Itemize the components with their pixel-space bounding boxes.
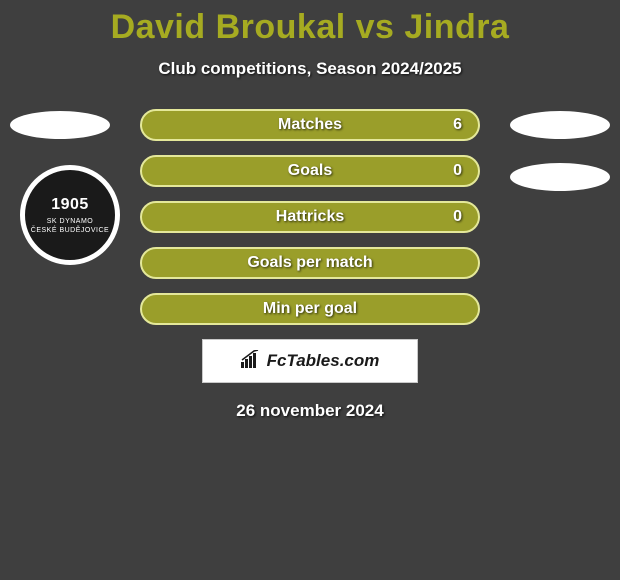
infographic-container: David Broukal vs Jindra Club competition… [0,0,620,580]
subtitle: Club competitions, Season 2024/2025 [0,59,620,79]
brand-text: FcTables.com [267,351,380,371]
club-logo-year: 1905 [31,195,109,214]
chart-icon [241,350,263,373]
stat-bar: Matches 6 [140,109,480,141]
stat-bar-label: Min per goal [263,300,357,318]
stat-bar-value: 0 [453,208,462,226]
brand-box: FcTables.com [202,339,418,383]
stat-bar-label: Goals [288,162,332,180]
stat-bar: Hattricks 0 [140,201,480,233]
left-player-oval [10,111,110,139]
date-text: 26 november 2024 [0,401,620,421]
club-logo-text: 1905 SK DYNAMO ČESKÉ BUDĚJOVICE [27,191,113,239]
club-logo-top: SK DYNAMO [47,218,94,225]
stat-bar-value: 0 [453,162,462,180]
stat-bar-label: Matches [278,116,342,134]
club-logo-bottom: ČESKÉ BUDĚJOVICE [31,227,109,234]
club-logo: 1905 SK DYNAMO ČESKÉ BUDĚJOVICE [20,165,120,265]
stat-bar: Goals per match [140,247,480,279]
page-title: David Broukal vs Jindra [0,0,620,47]
stat-bar-value: 6 [453,116,462,134]
stat-bar-label: Hattricks [276,208,344,226]
stat-bar: Goals 0 [140,155,480,187]
middle-section: 1905 SK DYNAMO ČESKÉ BUDĚJOVICE Matches … [0,109,620,421]
stat-bar: Min per goal [140,293,480,325]
right-player-oval-1 [510,111,610,139]
stat-bar-label: Goals per match [247,254,372,272]
stat-bars: Matches 6 Goals 0 Hattricks 0 Goals per … [140,109,480,325]
right-player-oval-2 [510,163,610,191]
